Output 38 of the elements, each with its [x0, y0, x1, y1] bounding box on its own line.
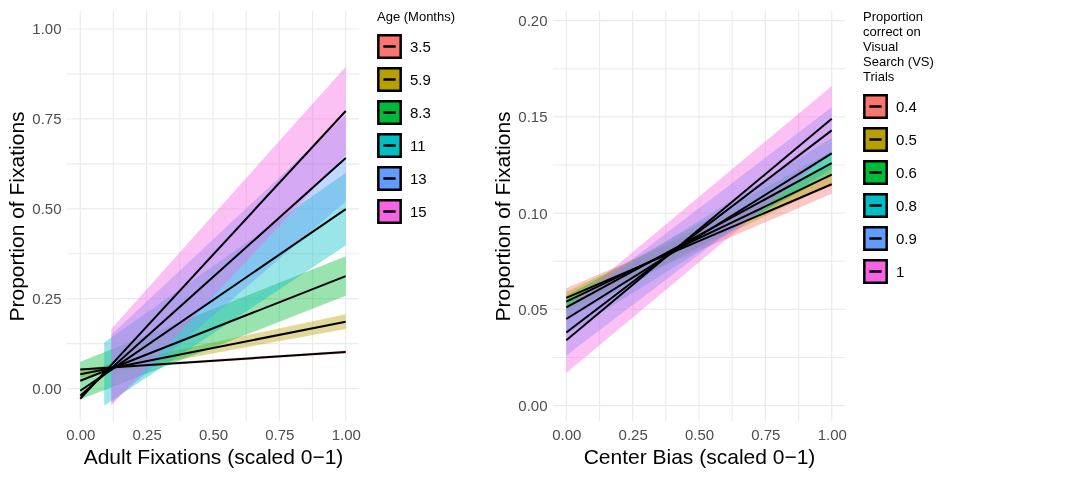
x-tick-label: 0.50	[684, 425, 715, 443]
x-tick-label: 0.00	[66, 425, 96, 443]
x-tick-label: 0.75	[751, 425, 781, 443]
x-tick-label: 0.25	[618, 425, 648, 443]
legend-label: 0.5	[896, 130, 917, 148]
legend-label: 0.6	[896, 163, 917, 181]
x-tick-label: 0.00	[552, 425, 582, 443]
y-tick-label: 0.00	[518, 397, 548, 415]
x-tick-label: 0.75	[265, 425, 295, 443]
y-tick-label: 0.50	[32, 200, 62, 218]
legend-title: Proportion correct on Visual Search (VS) Trials	[863, 9, 934, 84]
legend-label: 8.3	[410, 103, 431, 121]
x-axis-title: Adult Fixations (scaled 0−1)	[83, 444, 344, 468]
y-tick-label: 1.00	[32, 20, 62, 38]
legend-label: 5.9	[410, 70, 431, 88]
legend-label: 15	[410, 202, 427, 220]
legend-label: 11	[410, 136, 426, 154]
y-tick-label: 0.15	[518, 108, 548, 126]
legend-label: 3.5	[410, 37, 431, 55]
legend-label: 0.4	[896, 97, 917, 115]
legend-title: Age (Months)	[377, 9, 456, 24]
y-tick-label: 0.75	[32, 110, 62, 128]
y-tick-label: 0.00	[32, 380, 62, 398]
y-tick-label: 0.25	[32, 290, 62, 308]
x-axis-title: Center Bias (scaled 0−1)	[583, 444, 816, 468]
legend-label: 13	[410, 169, 427, 187]
y-axis-title: Proportion of Fixations	[5, 111, 29, 322]
y-tick-label: 0.10	[518, 204, 548, 222]
y-tick-label: 0.20	[518, 12, 548, 30]
x-tick-label: 1.00	[331, 425, 361, 443]
x-tick-label: 0.50	[198, 425, 229, 443]
legend-label: 1	[896, 262, 905, 280]
legend-label: 0.8	[896, 196, 917, 214]
y-axis-title: Proportion of Fixations	[491, 111, 515, 322]
y-tick-label: 0.05	[518, 300, 548, 318]
x-tick-label: 1.00	[817, 425, 847, 443]
legend-label: 0.9	[896, 229, 917, 247]
x-tick-label: 0.25	[132, 425, 162, 443]
